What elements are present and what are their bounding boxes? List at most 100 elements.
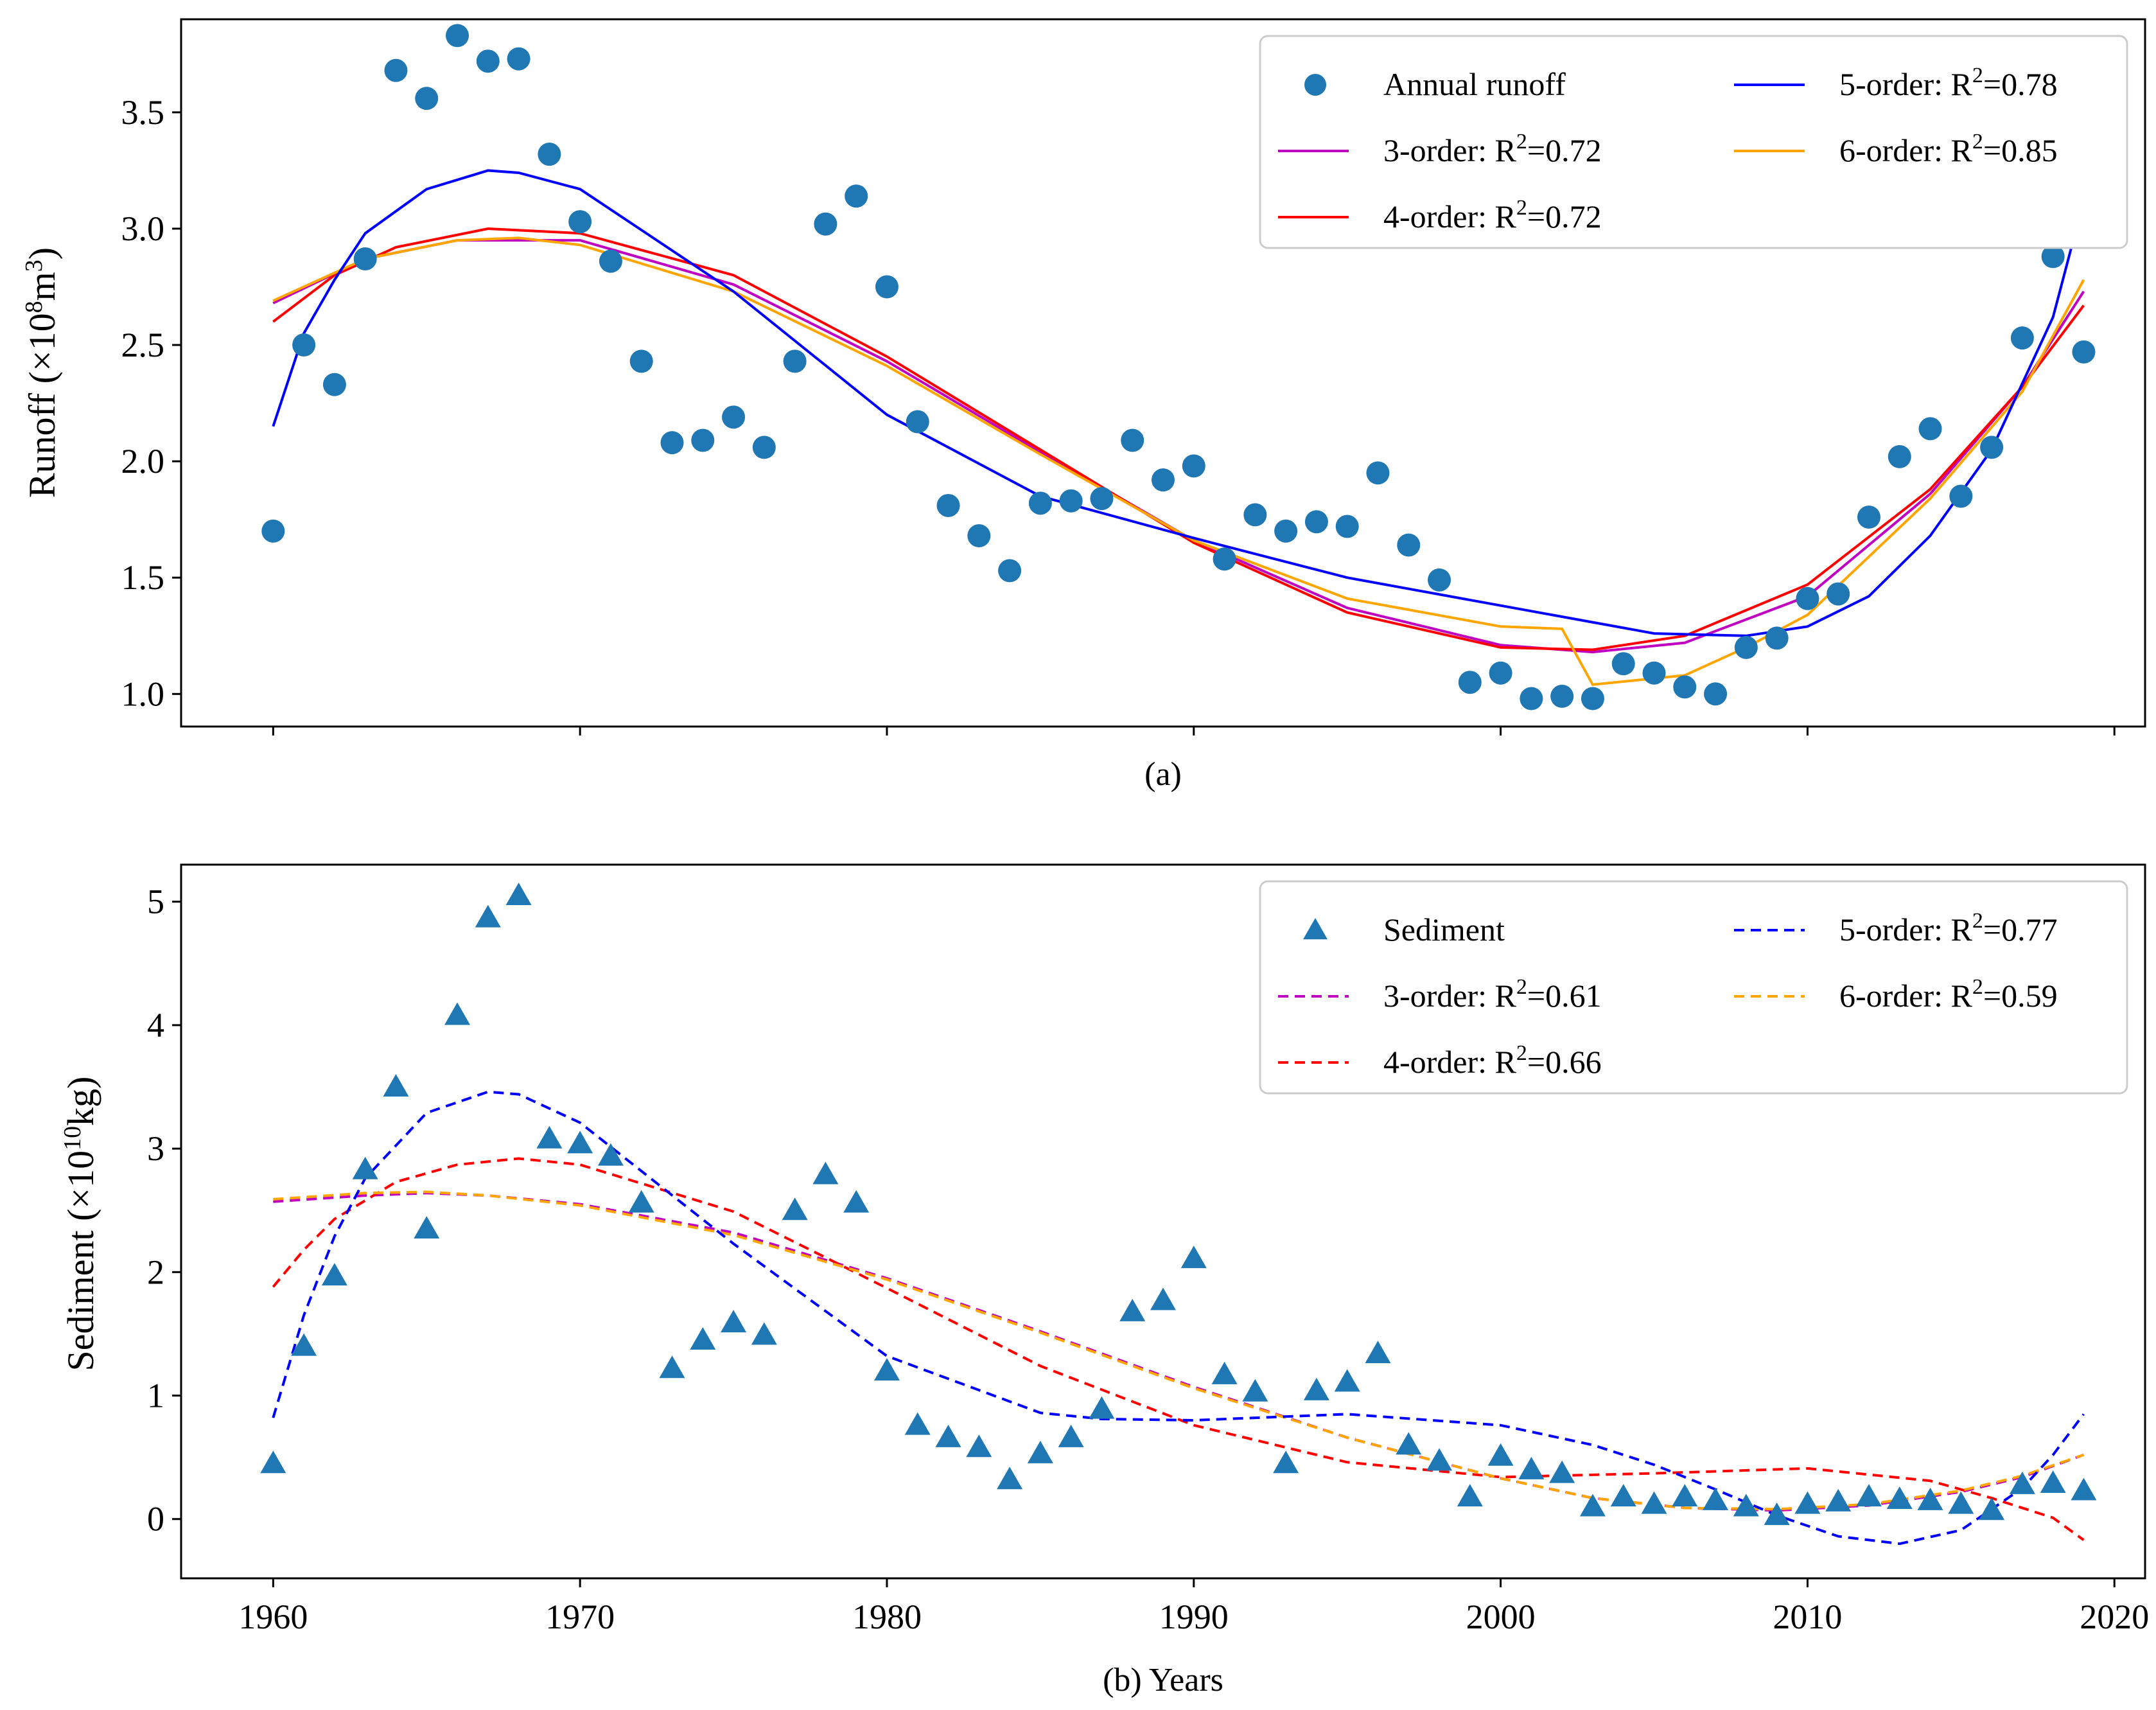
- data-point: [321, 1263, 347, 1286]
- data-point: [1211, 1361, 1238, 1384]
- data-point: [2009, 1471, 2035, 1494]
- panel-b-y-ticks: 0 1 2 3 4 5: [147, 883, 181, 1538]
- data-point: [292, 333, 316, 357]
- data-point: [260, 1450, 286, 1474]
- data-point: [383, 1073, 409, 1097]
- y-tick-label: 1.5: [121, 558, 165, 597]
- panel-b-y-axis-label: Sediment (×1010kg): [59, 1077, 101, 1371]
- data-point: [1243, 503, 1267, 527]
- data-point: [538, 143, 561, 166]
- legend-label-points: Annual runoff: [1383, 66, 1566, 102]
- data-point: [1641, 1491, 1667, 1514]
- data-point: [1827, 582, 1850, 606]
- data-point: [1028, 491, 1052, 515]
- panel-a-runoff-chart: 1.0 1.5 2.0 2.5 3.0 3.5 Runoff (×108m3) (a) A…: [21, 18, 2146, 793]
- panel-b-x-ticks: 1960 1970 1980 1990 2000 2010 2020: [238, 1578, 2149, 1636]
- data-point: [873, 1358, 900, 1381]
- data-point: [1397, 533, 1421, 557]
- data-point: [568, 210, 592, 234]
- data-point: [567, 1131, 593, 1154]
- y-tick-label: 0: [147, 1500, 164, 1538]
- data-point: [997, 1467, 1023, 1490]
- y-tick-label: 2.5: [121, 326, 165, 364]
- data-point: [1304, 510, 1328, 534]
- data-point: [1581, 687, 1604, 710]
- data-point: [1182, 454, 1205, 478]
- panel-b-fit-lines: [272, 1090, 2085, 1546]
- legend-marker-circle: [1304, 74, 1326, 96]
- data-point: [629, 349, 653, 373]
- data-point: [1365, 1341, 1391, 1364]
- data-point: [1119, 1298, 1146, 1321]
- data-point: [783, 349, 807, 373]
- data-point: [1796, 586, 1819, 610]
- data-point: [628, 1190, 654, 1213]
- data-point: [1150, 1287, 1176, 1310]
- data-point: [444, 1002, 471, 1025]
- panel-a-legend: Annual runoff 3-order: R2=0.72 4-order: R2…: [1259, 35, 2128, 249]
- panel-a-fit-lines: [272, 169, 2085, 686]
- data-point: [291, 1333, 317, 1356]
- data-point: [1610, 1484, 1636, 1507]
- panel-b-sediment-chart: 1960 1970 1980 1990 2000 2010 2020 0 1 2 3 4 5 Sedi…: [59, 863, 2149, 1698]
- data-point: [1734, 635, 1758, 659]
- data-point: [1396, 1432, 1422, 1455]
- data-point: [1888, 445, 1911, 468]
- data-point: [1428, 568, 1451, 592]
- data-point: [2041, 245, 2065, 269]
- x-tick-label: 1970: [545, 1598, 615, 1636]
- data-point: [1703, 1487, 1729, 1510]
- data-point: [1857, 506, 1880, 529]
- legend-label-order5: 5-order: R2=0.78: [1839, 64, 2058, 102]
- fit-line-order5: [272, 1090, 2085, 1546]
- data-point: [2071, 1477, 2097, 1501]
- data-point: [782, 1197, 808, 1221]
- data-point: [936, 493, 960, 517]
- panel-a-x-ticks: [272, 727, 2116, 736]
- data-point: [2040, 1470, 2066, 1493]
- panel-a-data-points: [261, 24, 2096, 710]
- data-point: [1611, 652, 1635, 676]
- data-point: [1948, 1491, 1974, 1514]
- x-tick-label: 2000: [1466, 1598, 1536, 1636]
- data-point: [904, 1412, 931, 1435]
- data-point: [507, 47, 530, 71]
- data-point: [536, 1125, 563, 1149]
- fit-line-order4: [272, 227, 2085, 651]
- data-point: [1642, 661, 1666, 685]
- panel-a-y-ticks: 1.0 1.5 2.0 2.5 3.0 3.5: [121, 93, 181, 713]
- data-point: [966, 1434, 992, 1458]
- data-point: [1334, 1369, 1360, 1392]
- data-point: [1426, 1448, 1453, 1471]
- data-point: [1303, 1377, 1329, 1400]
- data-point: [659, 1355, 685, 1379]
- data-point: [1764, 1502, 1790, 1525]
- data-point: [1121, 428, 1144, 452]
- fit-line-order5: [272, 169, 2085, 637]
- panel-a-y-axis-label: Runoff (×108m3): [21, 247, 63, 498]
- data-point: [1886, 1486, 1913, 1509]
- panel-b-plot-frame: [180, 863, 2146, 1580]
- legend-label-points: Sediment: [1383, 912, 1505, 948]
- data-point: [1457, 1484, 1483, 1507]
- data-point: [843, 1190, 870, 1213]
- data-point: [352, 1156, 378, 1179]
- y-tick-label: 5: [147, 883, 164, 921]
- data-point: [1673, 675, 1697, 699]
- data-point: [1917, 1487, 1943, 1510]
- data-point: [1458, 671, 1482, 694]
- data-point: [814, 212, 837, 236]
- data-point: [1090, 487, 1114, 511]
- legend-marker-triangle: [1303, 918, 1328, 940]
- data-point: [1520, 687, 1543, 710]
- y-tick-label: 1.0: [121, 674, 165, 713]
- data-point: [845, 184, 868, 208]
- y-tick-label: 3.5: [121, 93, 165, 132]
- data-point: [1242, 1379, 1268, 1402]
- legend-label-order6: 6-order: R2=0.59: [1839, 975, 2058, 1014]
- fit-line-order3: [272, 239, 2085, 654]
- data-point: [1579, 1494, 1606, 1517]
- fit-line-order6: [272, 236, 2085, 686]
- data-point: [1765, 626, 1789, 650]
